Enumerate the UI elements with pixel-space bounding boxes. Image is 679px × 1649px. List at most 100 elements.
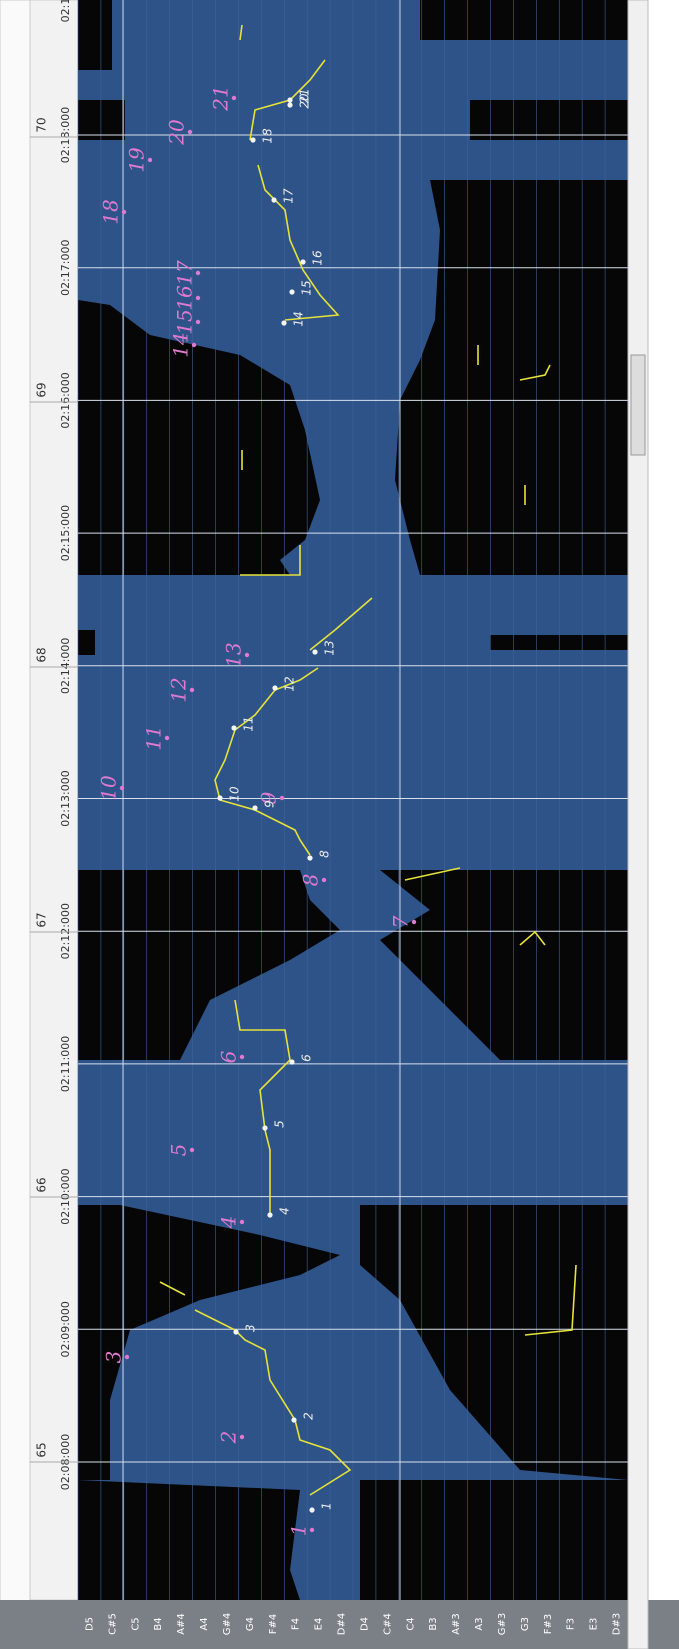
note-label: B4 bbox=[153, 1617, 164, 1630]
annotation-point bbox=[250, 137, 255, 142]
annotation-white: 15 bbox=[300, 280, 314, 295]
measure-label: 65 bbox=[35, 1442, 49, 1457]
measure-label: 66 bbox=[35, 1177, 49, 1192]
annotation-white: 13 bbox=[323, 640, 337, 655]
annotation-pink: 14 bbox=[169, 332, 193, 357]
annotation-point bbox=[217, 795, 222, 800]
annotation-white: 4 bbox=[278, 1207, 292, 1215]
note-label: D4 bbox=[359, 1617, 370, 1631]
measure-label: 67 bbox=[35, 912, 49, 927]
annotation-pink: 21 bbox=[209, 85, 233, 111]
annotation-pink: 18 bbox=[99, 199, 123, 224]
note-label: A#4 bbox=[176, 1613, 187, 1635]
note-label: D#4 bbox=[337, 1613, 348, 1635]
annotation-pink: 7 bbox=[389, 915, 413, 928]
annotation-pink: 16 bbox=[173, 285, 197, 311]
annotation-point bbox=[291, 1417, 296, 1422]
time-label: 02:11:000 bbox=[59, 1036, 72, 1092]
annotation-white: 16 bbox=[311, 250, 325, 266]
annotation-point bbox=[300, 259, 305, 264]
note-label: G#3 bbox=[497, 1613, 508, 1636]
note-label: D5 bbox=[84, 1617, 95, 1631]
annotation-point bbox=[233, 1329, 238, 1334]
silence-region bbox=[78, 630, 95, 655]
time-label: 02:14:000 bbox=[59, 638, 72, 694]
time-label: 02:16:000 bbox=[59, 372, 72, 428]
annotation-pink: 11 bbox=[142, 725, 166, 750]
annotation-point bbox=[307, 855, 312, 860]
annotation-point bbox=[309, 1507, 314, 1512]
note-label: A3 bbox=[474, 1617, 485, 1630]
measure-label: 70 bbox=[35, 117, 49, 132]
annotation-white: 9 bbox=[263, 800, 277, 808]
annotation-point bbox=[312, 649, 317, 654]
time-label: 02:09:000 bbox=[59, 1301, 72, 1357]
annotation-white: 3 bbox=[244, 1324, 258, 1332]
note-label: G3 bbox=[520, 1617, 531, 1631]
note-label: A#3 bbox=[451, 1613, 462, 1635]
annotation-pink: 19 bbox=[125, 147, 149, 173]
note-label: C5 bbox=[130, 1617, 141, 1630]
silence-region bbox=[420, 0, 628, 40]
time-label: 02:18:000 bbox=[59, 107, 72, 163]
annotation-pink: 5 bbox=[167, 1144, 191, 1157]
annotation-white: 6 bbox=[300, 1054, 314, 1062]
silence-region bbox=[78, 0, 112, 70]
note-label: F4 bbox=[291, 1618, 302, 1630]
annotation-white: 11 bbox=[242, 716, 256, 731]
silence-region bbox=[470, 100, 628, 140]
time-label: 02:17:000 bbox=[59, 239, 72, 295]
annotation-pink: 15 bbox=[173, 309, 197, 334]
note-label: A4 bbox=[199, 1617, 210, 1630]
note-label: D#3 bbox=[612, 1613, 623, 1635]
annotation-point bbox=[287, 102, 292, 107]
note-label: E3 bbox=[589, 1618, 600, 1631]
note-label: C#4 bbox=[382, 1613, 393, 1635]
time-label: 02:1 bbox=[59, 0, 72, 22]
note-label: F3 bbox=[566, 1618, 577, 1630]
annotation-point bbox=[272, 685, 277, 690]
annotation-pink: 10 bbox=[97, 775, 121, 801]
annotation-point bbox=[287, 97, 292, 102]
note-label: E4 bbox=[314, 1618, 325, 1631]
time-label: 02:12:000 bbox=[59, 903, 72, 959]
annotation-white: 5 bbox=[273, 1120, 287, 1128]
annotation-pink: 1 bbox=[287, 1524, 311, 1537]
measure-label: 69 bbox=[35, 382, 49, 397]
silence-region bbox=[78, 100, 125, 140]
note-label: G#4 bbox=[222, 1613, 233, 1636]
annotation-pink: 20 bbox=[165, 119, 189, 146]
note-label: C4 bbox=[405, 1617, 416, 1630]
annotation-white: 12 bbox=[283, 676, 297, 691]
annotation-point bbox=[289, 1059, 294, 1064]
annotation-white: 1 bbox=[320, 1502, 334, 1510]
note-label: F#4 bbox=[268, 1614, 279, 1635]
note-label: F#3 bbox=[543, 1614, 554, 1635]
annotation-point bbox=[271, 197, 276, 202]
silence-region bbox=[78, 1480, 300, 1600]
annotation-white: 18 bbox=[261, 128, 275, 144]
annotation-pink: 17 bbox=[173, 260, 197, 286]
note-label: B3 bbox=[428, 1617, 439, 1630]
time-label: 02:13:000 bbox=[59, 770, 72, 826]
annotation-pink: 6 bbox=[217, 1050, 241, 1063]
time-label: 02:15:000 bbox=[59, 505, 72, 561]
annotation-white: 14 bbox=[292, 311, 306, 326]
annotation-point bbox=[289, 289, 294, 294]
note-label: G4 bbox=[245, 1617, 256, 1631]
annotation-pink: 4 bbox=[217, 1216, 241, 1230]
scroll-thumb[interactable] bbox=[631, 355, 645, 455]
scrollbar[interactable] bbox=[628, 0, 648, 1649]
measure-label: 68 bbox=[35, 647, 49, 662]
annotation-point bbox=[281, 320, 286, 325]
annotation-pink: 12 bbox=[167, 677, 191, 702]
annotation-point bbox=[267, 1212, 272, 1217]
annotation-pink: 8 bbox=[299, 874, 323, 887]
annotation-point bbox=[231, 725, 236, 730]
screen: D5C#5C5B4A#4A4G#4G4F#4F4E4D#4D4C#4C4B3A#… bbox=[0, 0, 679, 1649]
left-gutter bbox=[0, 0, 30, 1649]
annotation-white: 17 bbox=[282, 188, 296, 204]
annotation-pink: 2 bbox=[217, 1431, 241, 1445]
annotation-pink: 13 bbox=[222, 642, 246, 667]
annotation-white: 2 bbox=[302, 1412, 316, 1420]
